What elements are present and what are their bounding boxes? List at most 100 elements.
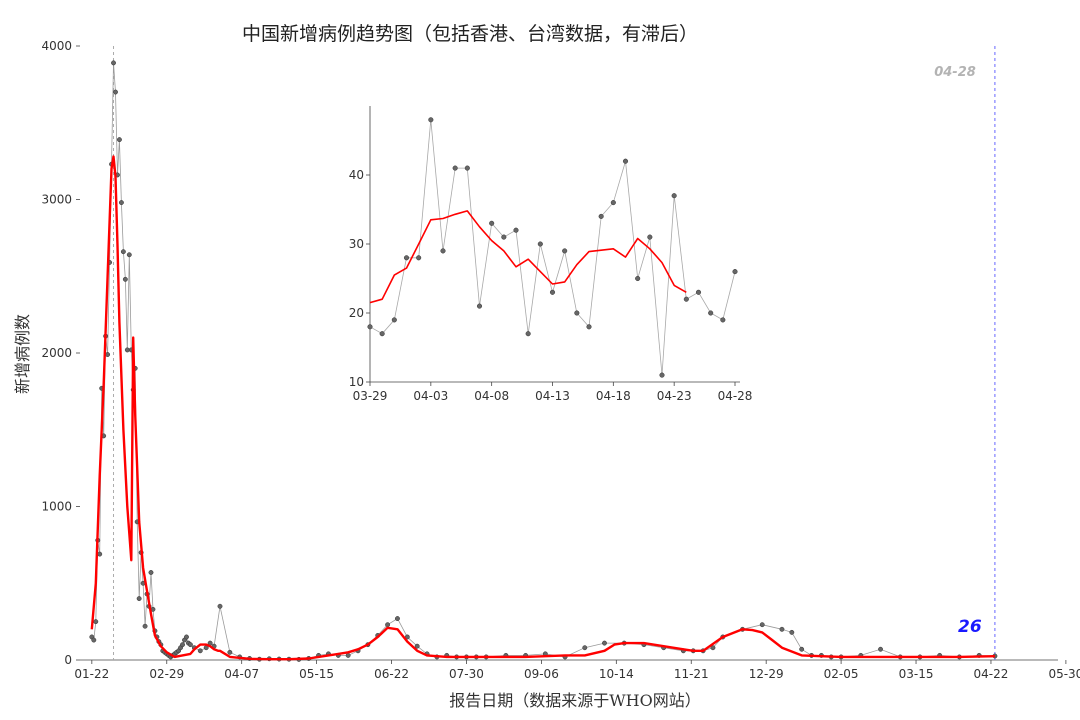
main-data-point [187,642,193,648]
inset-data-point [622,158,629,164]
main-data-point [120,249,126,255]
inset-points [367,117,738,378]
inset-data-point [440,248,446,254]
inset-data-point [489,220,495,226]
inset-data-point [732,269,738,275]
main-x-tick-label: 09-06 [524,667,559,681]
main-data-point [111,60,116,66]
last-date-annotation: 04-28 [934,65,976,80]
inset-y-tick-label: 20 [349,306,364,320]
main-points-connector-line [91,62,995,660]
main-data-point [345,652,351,658]
inset-data-point [574,310,580,316]
main-data-point [217,603,223,609]
main-data-point [126,252,132,258]
inset-x-tick-label: 03-29 [353,389,388,403]
main-data-point [105,352,111,357]
main-data-point [116,137,122,143]
inset-data-point [452,165,458,171]
inset-data-point [671,193,677,199]
inset-data-point [635,275,641,282]
main-data-point [142,623,148,629]
inset-x-tick-label: 04-13 [535,389,570,403]
inset-data-point [610,200,616,206]
inset-x-tick-label: 04-28 [718,389,753,403]
inset-y-ticks: 10 20 30 40 [349,168,370,389]
inset-data-point [683,296,689,302]
main-data-point [136,596,142,602]
inset-points-connector-line [369,119,736,376]
main-x-tick-label: 06-22 [374,667,409,681]
inset-data-point [525,331,531,337]
main-x-tick-label: 02-05 [824,667,859,681]
inset-data-point [720,317,726,323]
main-y-tick-label: 3000 [41,193,72,207]
main-smooth-path [90,155,995,661]
inset-data-point [537,241,543,247]
main-data-point [93,619,99,625]
main-data-point [197,648,203,654]
inset-data-point [428,117,434,123]
main-data-point [113,89,118,95]
main-data-point [122,276,128,282]
inset-data-point [562,248,568,254]
inset-data-point [403,255,410,261]
main-x-tick-label: 10-14 [599,667,634,681]
main-data-point [227,649,233,655]
main-data-point [414,643,420,649]
inset-y-tick-label: 40 [349,168,364,182]
inset-data-point [708,310,714,316]
main-x-tick-label: 04-07 [224,667,259,681]
main-x-tick-label: 07-30 [449,667,484,681]
main-x-ticks: 01-22 02-29 04-07 05-15 06-22 07-30 09-06 10-14… [74,660,1080,681]
inset-data-point [416,255,422,261]
main-y-tick-label: 2000 [41,346,72,360]
inset-data-point [501,234,507,240]
main-data-point [799,646,805,652]
inset-data-point [367,324,373,330]
main-data-point [385,622,391,628]
inset-data-point [659,372,665,378]
main-data-point [184,634,189,640]
main-smooth-line [90,155,995,661]
main-x-tick-label: 04-22 [974,667,1009,681]
inset-data-point [586,324,592,330]
inset-data-point [476,303,483,309]
main-x-tick-label: 05-30 [1048,667,1080,681]
main-y-tick-label: 4000 [41,39,72,53]
x-axis-label: 报告日期（数据来源于WHO网站） [449,691,701,710]
main-data-point [878,646,883,652]
y-axis-label: 新增病例数 [13,314,32,394]
main-data-point [789,629,795,635]
main-data-point [91,637,97,643]
inset-x-tick-label: 04-03 [413,389,448,403]
main-data-point [582,645,588,651]
inset-x-tick-label: 04-23 [657,389,692,403]
main-points [89,60,998,662]
inset-data-point [549,289,556,295]
main-data-point [118,200,124,206]
inset-data-point [379,331,385,337]
inset-data-point [598,213,604,219]
inset-y-tick-label: 30 [349,237,364,251]
main-data-point [710,645,716,651]
main-data-point [395,616,400,622]
inset-smooth-path [369,210,687,304]
main-y-tick-label: 0 [64,653,72,667]
main-points-connector [91,62,995,660]
inset-smooth-line [369,210,687,304]
last-value-annotation: 26 [958,617,982,637]
main-x-tick-label: 01-22 [74,667,109,681]
main-x-tick-label: 11-21 [674,667,709,681]
main-vlines [113,46,996,660]
inset-data-point [695,289,702,295]
inset-x-tick-label: 04-18 [596,389,631,403]
main-y-tick-label: 1000 [41,500,72,514]
inset-data-point [391,317,397,323]
inset-y-tick-label: 10 [349,375,364,389]
inset-data-point [464,165,470,171]
main-data-point [97,551,103,557]
inset-data-point [513,227,519,233]
main-data-point [759,622,765,628]
